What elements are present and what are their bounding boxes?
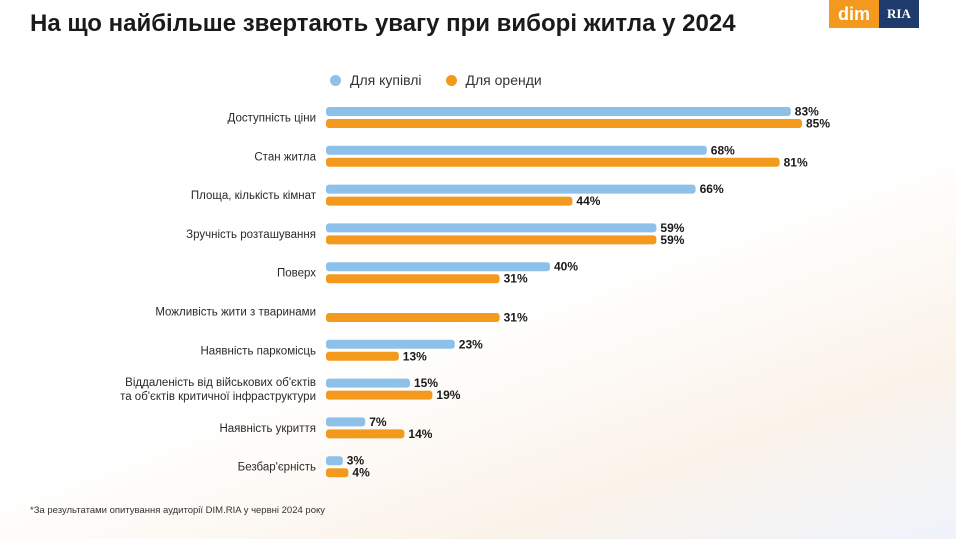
footnote: *За результатами опитування аудиторії DI… xyxy=(30,505,325,516)
logo-dim-text: dim xyxy=(829,0,880,28)
value-label-purchase: 40% xyxy=(554,260,578,274)
category-label: Безбар'єрність xyxy=(238,462,316,474)
bar-purchase xyxy=(326,184,696,194)
bar-purchase xyxy=(326,145,707,155)
value-label-rent: 85% xyxy=(806,117,830,131)
value-label-rent: 19% xyxy=(436,388,460,402)
value-label-rent: 44% xyxy=(576,194,600,208)
bar-purchase xyxy=(326,262,550,272)
value-label-rent: 14% xyxy=(408,427,432,441)
value-label-purchase: 68% xyxy=(711,143,735,157)
legend-dot-purchase xyxy=(330,74,341,86)
bar-purchase xyxy=(326,339,455,349)
bar-rent xyxy=(326,468,349,478)
category-label: Поверх xyxy=(277,268,316,280)
bar-rent xyxy=(326,196,573,206)
legend-label-rent: Для оренди xyxy=(465,72,542,88)
category-label: Віддаленість від військових об'єктів та о… xyxy=(120,377,316,403)
bar-rent xyxy=(326,235,657,245)
bar-rent xyxy=(326,390,433,400)
bar-rent xyxy=(326,274,500,284)
category-label: Можливість жити з тваринами xyxy=(155,307,316,319)
value-label-purchase: 83% xyxy=(795,105,819,119)
value-label-purchase: 59% xyxy=(660,221,684,235)
value-label-rent: 13% xyxy=(403,349,427,363)
category-label: Наявність паркомісць xyxy=(200,345,316,357)
chart-legend: Для купівлі Для оренди xyxy=(330,72,566,88)
legend-item-rent: Для оренди xyxy=(445,72,542,88)
value-label-rent: 81% xyxy=(784,155,808,169)
legend-item-purchase: Для купівлі xyxy=(330,72,422,88)
value-label-rent: 59% xyxy=(660,233,684,247)
bar-purchase xyxy=(326,417,366,427)
chart-title: На що найбільше звертають увагу при вибо… xyxy=(30,10,736,37)
bar-rent xyxy=(326,429,405,439)
value-label-purchase: 23% xyxy=(459,337,483,351)
bar-purchase xyxy=(326,378,410,388)
bar-purchase xyxy=(326,456,343,466)
value-label-purchase: 7% xyxy=(369,415,387,429)
value-label-purchase: 3% xyxy=(347,454,365,468)
bar-purchase xyxy=(326,223,657,233)
dim-ria-logo[interactable]: dim RIA xyxy=(829,0,919,28)
value-label-purchase: 15% xyxy=(414,376,438,390)
bar-rent xyxy=(326,119,802,128)
category-label: Площа, кількість кімнат xyxy=(191,190,317,202)
value-label-rent: 31% xyxy=(504,311,528,325)
category-label: Доступність ціни xyxy=(228,113,316,125)
category-label: Наявність укриття xyxy=(219,423,316,435)
bar-rent xyxy=(326,313,500,322)
logo-ria-text: RIA xyxy=(879,0,919,28)
bar-purchase xyxy=(326,107,791,116)
value-label-rent: 31% xyxy=(504,272,528,286)
category-label: Зручність розташування xyxy=(186,229,316,241)
value-label-rent: 4% xyxy=(352,466,370,480)
category-label: Стан житла xyxy=(254,151,316,163)
bar-rent xyxy=(326,157,780,167)
value-label-purchase: 66% xyxy=(700,182,724,196)
legend-dot-rent xyxy=(445,74,457,86)
legend-label-purchase: Для купівлі xyxy=(350,72,422,88)
bar-rent xyxy=(326,351,399,361)
